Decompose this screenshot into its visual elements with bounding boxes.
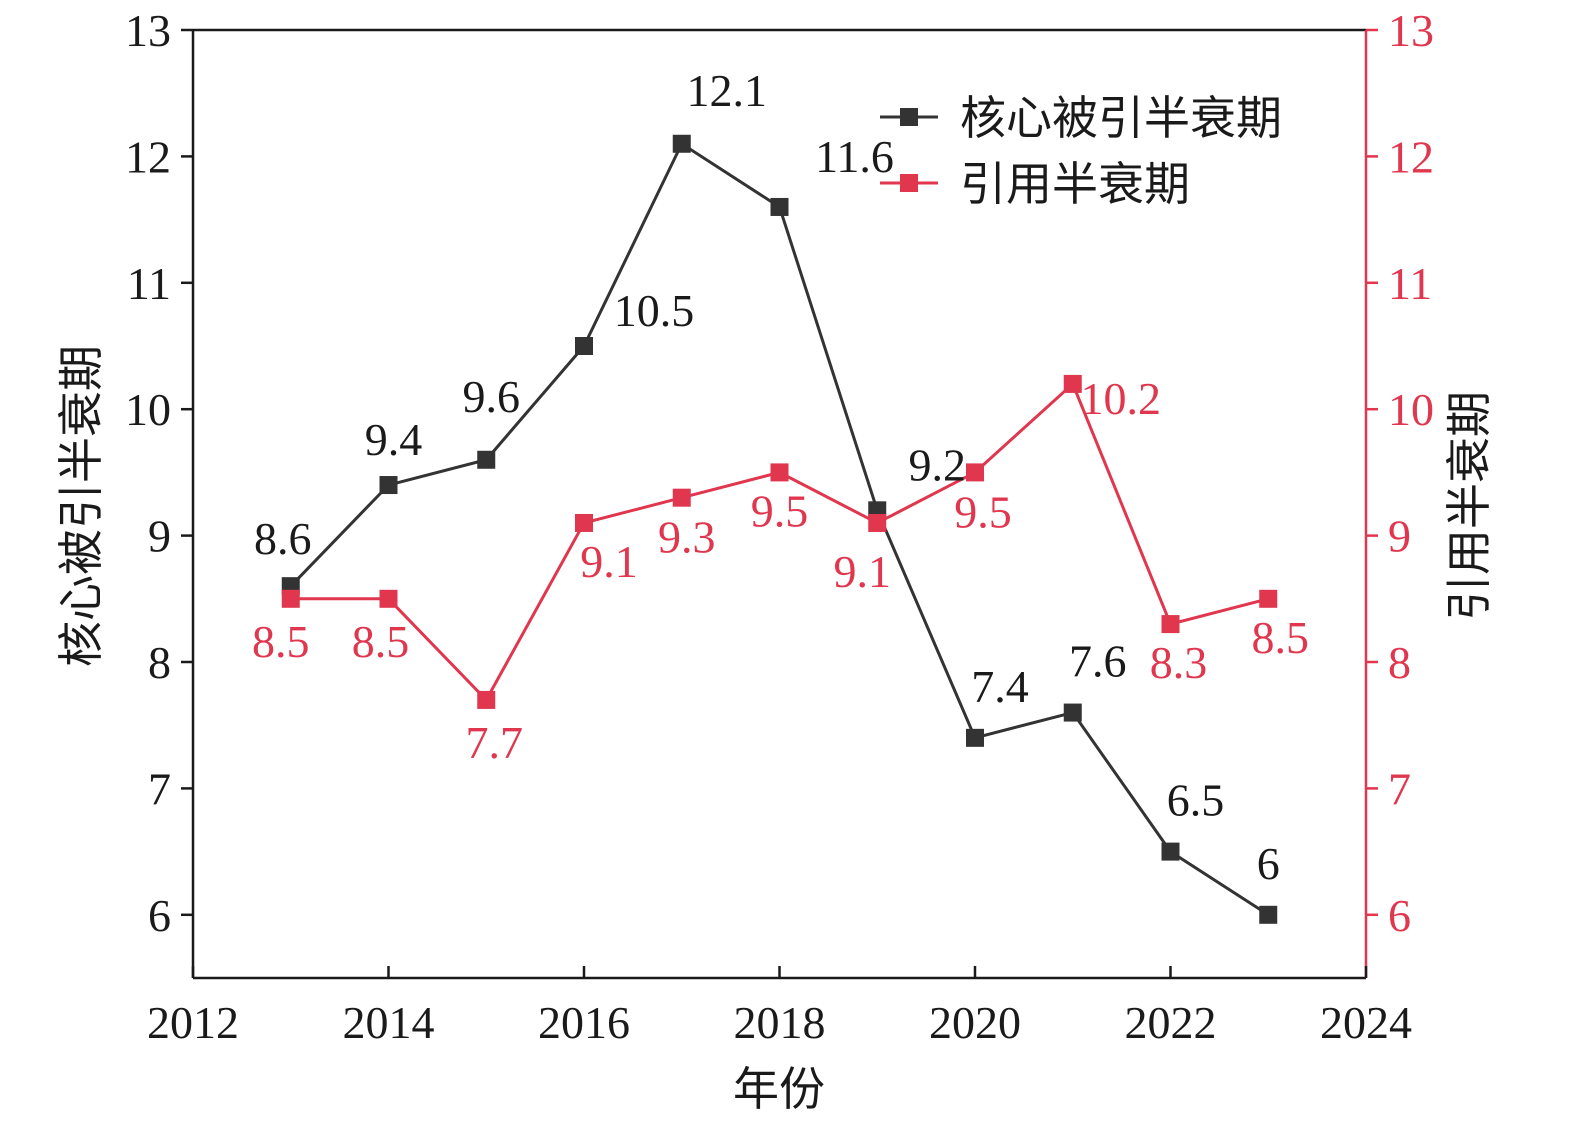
x-tick-label: 2020 <box>929 997 1021 1048</box>
data-point-marker <box>672 488 691 507</box>
y-right-tick-label: 6 <box>1388 890 1411 941</box>
data-label: 10.2 <box>1081 373 1162 424</box>
data-label: 12.1 <box>687 65 768 116</box>
legend-marker <box>900 174 918 192</box>
legend-marker <box>900 108 918 126</box>
data-label: 8.5 <box>252 616 310 667</box>
y-right-tick-label: 8 <box>1388 637 1411 688</box>
data-point-marker <box>868 513 887 532</box>
data-label: 9.5 <box>954 486 1012 537</box>
data-label: 9.5 <box>751 485 809 536</box>
axes: 2012 2014 2016 2018 2020 2022 2024 6 6 7 7 8 8 9 9 10 10… <box>125 5 1434 1048</box>
y-right-tick-label: 9 <box>1388 511 1411 562</box>
data-label: 11.6 <box>815 131 894 182</box>
data-point-marker <box>379 589 398 608</box>
data-point-marker <box>379 476 398 495</box>
data-point-marker <box>477 690 496 709</box>
data-point-marker <box>281 589 300 608</box>
data-point-marker <box>1063 703 1082 722</box>
data-point-marker <box>1259 905 1278 924</box>
x-tick-label: 2012 <box>147 997 239 1048</box>
y-right-tick-label: 7 <box>1388 763 1411 814</box>
data-label: 6 <box>1257 838 1280 889</box>
y-axis-right-title: 引用半衰期 <box>1442 391 1496 621</box>
x-tick-label: 2018 <box>734 997 826 1048</box>
y-right-tick-label: 12 <box>1388 131 1434 182</box>
data-point-marker <box>1259 589 1278 608</box>
x-tick-label: 2022 <box>1125 997 1217 1048</box>
y-left-tick-label: 6 <box>148 890 171 941</box>
y-left-tick-label: 10 <box>125 384 171 435</box>
data-label: 9.1 <box>580 536 638 587</box>
y-right-tick-label: 13 <box>1388 5 1434 56</box>
y-left-tick-label: 12 <box>125 131 171 182</box>
y-right-tick-label: 10 <box>1388 384 1434 435</box>
y-axis-left-title: 核心被引半衰期 <box>54 345 108 667</box>
data-label: 8.5 <box>1252 612 1310 663</box>
data-point-marker <box>770 463 789 482</box>
data-label: 10.5 <box>614 285 695 336</box>
data-point-marker <box>672 134 691 153</box>
x-tick-label: 2014 <box>343 997 435 1048</box>
data-point-marker <box>770 197 789 216</box>
data-point-marker <box>575 337 593 355</box>
data-point-marker <box>1063 374 1082 393</box>
legend-label: 核心被引半衰期 <box>960 91 1282 145</box>
data-label: 9.1 <box>834 546 892 597</box>
data-label: 7.4 <box>971 661 1029 712</box>
data-point-marker <box>966 463 984 482</box>
y-left-tick-label: 11 <box>127 258 171 309</box>
data-label: 9.4 <box>365 414 423 465</box>
data-point-marker <box>1161 615 1180 634</box>
data-label: 8.5 <box>352 616 410 667</box>
data-point-marker <box>966 728 984 747</box>
data-label: 8.3 <box>1150 637 1208 688</box>
legend-label: 引用半衰期 <box>960 157 1190 211</box>
data-point-marker <box>575 513 593 532</box>
data-label: 7.7 <box>466 717 524 768</box>
x-axis-title: 年份 <box>733 1062 825 1116</box>
y-left-tick-label: 9 <box>148 511 171 562</box>
x-tick-label: 2024 <box>1320 997 1412 1048</box>
data-label: 9.6 <box>463 371 521 422</box>
data-label: 9.3 <box>658 512 716 563</box>
y-right-tick-label: 11 <box>1388 258 1432 309</box>
y-left-tick-label: 13 <box>125 5 171 56</box>
x-tick-label: 2016 <box>538 997 630 1048</box>
data-label: 7.6 <box>1069 636 1127 687</box>
data-point-marker <box>477 450 496 469</box>
data-label: 8.6 <box>254 513 312 564</box>
series-layer <box>281 134 1278 924</box>
y-left-tick-label: 8 <box>148 637 171 688</box>
data-label: 6.5 <box>1167 775 1225 826</box>
y-left-tick-label: 7 <box>148 763 171 814</box>
data-point-marker <box>1161 842 1180 861</box>
data-label: 9.2 <box>909 439 967 490</box>
data-labels: 8.6 9.4 9.6 10.5 12.1 11.6 9.2 7.4 7.6 6.5 6 8.5 8.5… <box>252 65 1309 889</box>
